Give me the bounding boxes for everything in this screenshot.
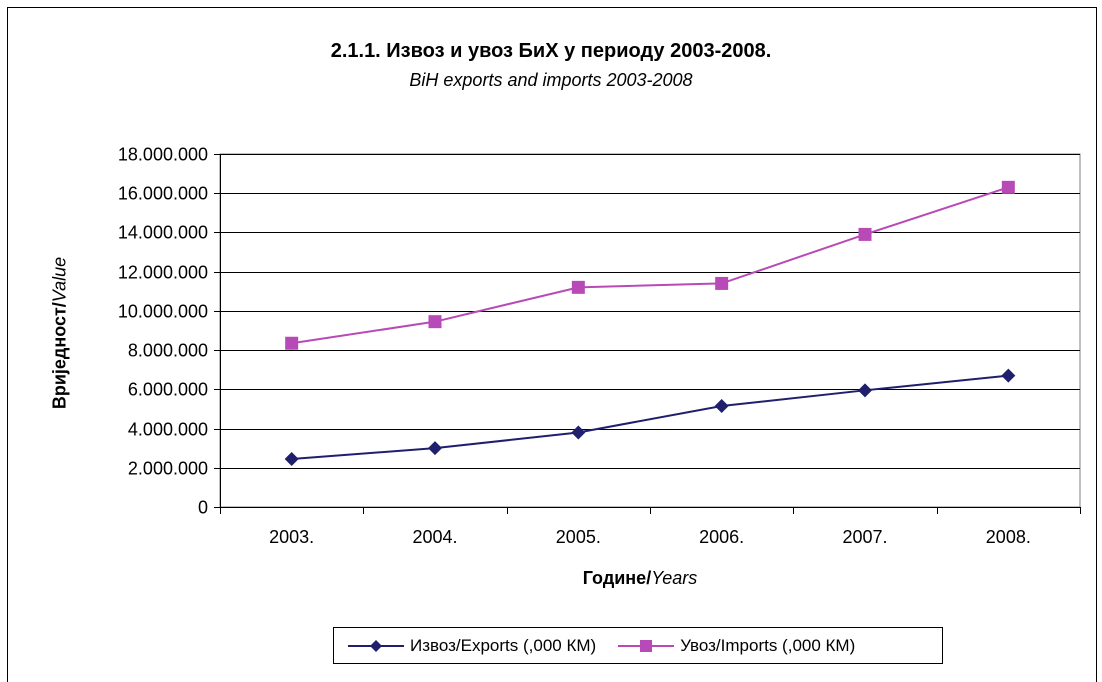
y-axis-label: Вриједност/Value	[50, 257, 71, 409]
legend-label-imports: Увоз/Imports (,000 КМ)	[680, 635, 856, 655]
imports-point	[858, 227, 872, 241]
x-axis-label-italic: Years	[651, 568, 698, 588]
x-tick-label: 2007.	[842, 527, 887, 547]
x-tick-label: 2008.	[986, 527, 1031, 547]
legend: Извоз/Exports (,000 КМ) Увоз/Imports (,0…	[333, 627, 943, 664]
y-tick-label: 10.000.000	[118, 302, 208, 322]
y-tick-label: 8.000.000	[128, 341, 208, 361]
exports-point	[428, 441, 442, 456]
y-tick-label: 14.000.000	[118, 223, 208, 243]
legend-item-exports: Извоз/Exports (,000 КМ)	[348, 636, 596, 656]
series-line-exports	[291, 374, 1009, 460]
chart-subtitle: BiH exports and imports 2003-2008	[409, 70, 693, 90]
imports-point	[571, 280, 585, 294]
y-tick-label: 16.000.000	[118, 184, 208, 204]
exports-point	[714, 399, 729, 414]
imports-point	[285, 336, 299, 350]
exports-point	[284, 451, 299, 466]
x-tick-label: 2003.	[269, 527, 314, 547]
chart-title: 2.1.1. Извоз и увоз БиХ у периоду 2003-2…	[330, 40, 772, 62]
y-tick-label: 0	[198, 498, 208, 518]
y-axis-label-italic: Value	[49, 256, 70, 303]
x-tick-label: 2004.	[412, 527, 457, 547]
legend-label-exports: Извоз/Exports (,000 КМ)	[410, 635, 597, 655]
exports-point	[1001, 368, 1016, 383]
imports-point	[1001, 180, 1015, 194]
imports-point	[715, 276, 729, 290]
y-tick-label: 12.000.000	[118, 263, 208, 283]
y-axis-label-bold: Вриједност/	[49, 302, 70, 410]
y-tick-label: 2.000.000	[128, 459, 208, 479]
y-tick-label: 4.000.000	[128, 420, 208, 440]
diamond-marker-icon	[348, 639, 404, 652]
x-axis-label: Године/Years	[420, 568, 860, 589]
exports-point	[858, 383, 872, 398]
series-line-imports	[291, 186, 1009, 345]
x-tick-label: 2005.	[556, 527, 601, 547]
exports-point	[571, 425, 586, 440]
x-tick-label: 2006.	[699, 527, 744, 547]
x-axis-label-bold: Године/	[582, 568, 652, 588]
y-tick-label: 18.000.000	[118, 145, 208, 165]
imports-point	[428, 315, 442, 329]
legend-item-imports: Увоз/Imports (,000 КМ)	[618, 636, 855, 656]
square-marker-icon	[618, 639, 675, 652]
y-tick-label: 6.000.000	[128, 380, 208, 400]
